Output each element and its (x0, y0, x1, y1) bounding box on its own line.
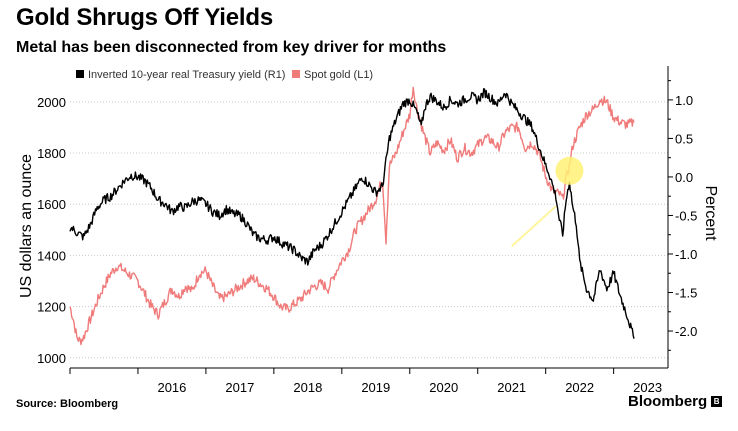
series-line-real-yield (69, 88, 635, 339)
y-tick-label-left: 1200 (37, 300, 66, 315)
series-layer (69, 86, 635, 346)
source-note: Source: Bloomberg (16, 398, 119, 410)
y-tick-label-right: -0.5 (675, 208, 697, 223)
y-tick-label-left: 2000 (37, 95, 66, 110)
legend-swatch-spot-gold (292, 70, 300, 78)
y-tick-label-right: 0.0 (675, 170, 693, 185)
legend-label-real-yield: Inverted 10-year real Treasury yield (R1… (88, 69, 285, 81)
x-tick-label: 2022 (565, 380, 594, 395)
bloomberg-mark-icon: B (711, 396, 723, 407)
y-axis-label-right: Percent (702, 185, 719, 241)
series-line-spot-gold (69, 86, 635, 346)
y-axis-label-left: US dollars an ounce (18, 154, 35, 298)
bloomberg-logo: Bloomberg B (628, 393, 723, 410)
annotation-arrow (511, 205, 557, 248)
y-tick-label-left: 1600 (37, 197, 66, 212)
chart-subtitle: Metal has been disconnected from key dri… (16, 39, 447, 56)
annotation-layer (511, 156, 584, 248)
x-tick-label: 2020 (429, 380, 458, 395)
y-tick-label-left: 1800 (37, 146, 66, 161)
x-tick-label: 2021 (497, 380, 526, 395)
y-tick-label-right: -1.0 (675, 247, 697, 262)
x-tick-label: 2016 (157, 380, 186, 395)
brand-text: Bloomberg (628, 393, 708, 410)
chart-legend: Inverted 10-year real Treasury yield (R1… (76, 69, 373, 81)
y-tick-label-left: 1400 (37, 248, 66, 263)
y-tick-label-right: -2.0 (675, 324, 697, 339)
x-tick-label: 2017 (225, 380, 254, 395)
chart-title: Gold Shrugs Off Yields (16, 4, 273, 31)
legend-swatch-real-yield (76, 70, 84, 78)
axis-layer: 1000 1200 1400 1600 1800 2000 1.0 0.5 0.0 -0.5 -1.… (37, 66, 697, 395)
x-tick-label: 2023 (633, 380, 662, 395)
y-tick-label-right: -1.5 (675, 286, 697, 301)
grid-layer (70, 101, 668, 359)
x-tick-label: 2018 (293, 380, 322, 395)
highlight-circle (555, 156, 584, 185)
legend-label-spot-gold: Spot gold (L1) (304, 69, 373, 81)
x-tick-label: 2019 (361, 380, 390, 395)
y-tick-label-right: 0.5 (675, 131, 693, 146)
y-tick-label-left: 1000 (37, 351, 66, 366)
y-tick-label-right: 1.0 (675, 93, 693, 108)
